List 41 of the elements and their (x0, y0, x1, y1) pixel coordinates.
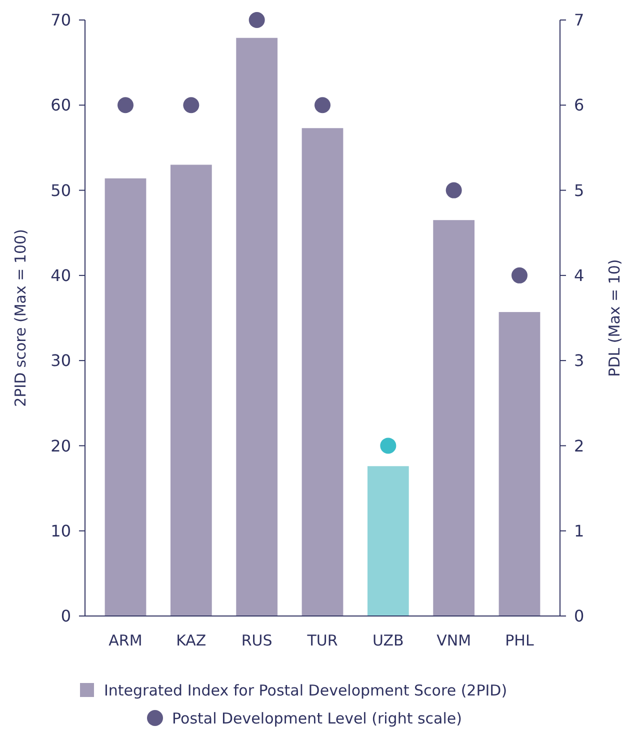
bar (104, 178, 146, 616)
bar (236, 38, 278, 616)
y2-tick-label: 4 (574, 266, 584, 286)
point (446, 182, 462, 198)
y2-tick-label: 2 (574, 436, 584, 456)
y-tick-label: 70 (50, 10, 71, 30)
x-tick-label: TUR (306, 631, 338, 650)
bar (367, 466, 409, 616)
bar (302, 128, 344, 616)
y-tick-label: 20 (50, 436, 71, 456)
y-tick-label: 0 (60, 606, 71, 626)
x-tick-label: UZB (372, 631, 404, 650)
point (248, 12, 265, 28)
x-tick-label: PHL (505, 631, 534, 650)
legend-label: Integrated Index for Postal Development Score (2PID) (104, 681, 508, 700)
y2-tick-label: 6 (574, 96, 584, 115)
y2-axis-title: PDL (Max = 10) (605, 259, 624, 377)
y2-tick-label: 5 (574, 180, 584, 200)
y-tick-label: 30 (50, 351, 71, 370)
point (183, 97, 200, 114)
point (314, 97, 330, 114)
y-tick-label: 40 (50, 266, 71, 286)
y-tick-label: 60 (50, 96, 71, 115)
bar (498, 312, 540, 616)
bar (433, 220, 475, 616)
point (380, 438, 396, 454)
bar (170, 164, 212, 616)
y2-tick-label: 1 (574, 521, 584, 540)
y2-tick-label: 0 (574, 606, 584, 626)
point (118, 97, 134, 114)
y-tick-label: 10 (50, 521, 71, 540)
point (511, 267, 528, 284)
legend-label: Postal Development Level (right scale) (172, 709, 462, 728)
y2-tick-label: 7 (574, 10, 584, 30)
y-axis-title: 2PID score (Max = 100) (11, 229, 30, 407)
x-tick-label: VNM (436, 631, 472, 650)
y-tick-label: 50 (50, 180, 71, 200)
x-tick-label: KAZ (176, 631, 206, 650)
x-tick-label: ARM (108, 631, 142, 650)
y2-tick-label: 3 (574, 351, 584, 370)
x-tick-label: RUS (241, 631, 272, 650)
